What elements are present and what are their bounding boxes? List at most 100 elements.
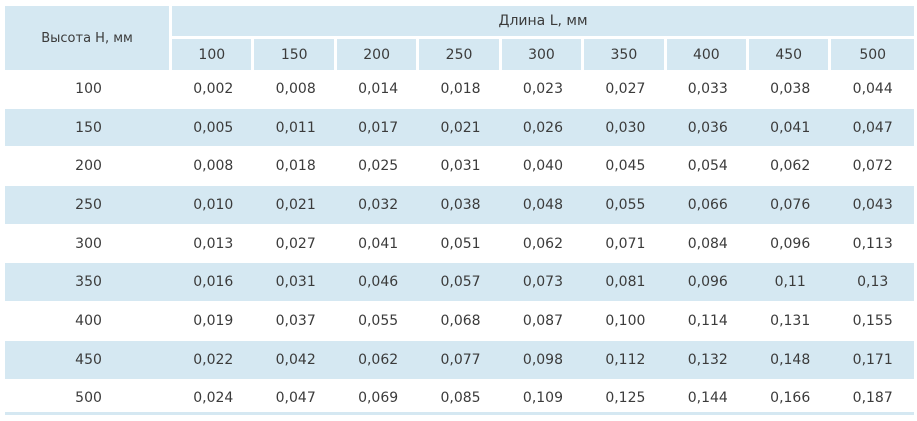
- height-value-cell: 100: [5, 70, 173, 108]
- volume-value-cell: 0,11: [749, 262, 832, 303]
- volume-value-cell: 0,062: [749, 147, 832, 186]
- volume-value-cell: 0,081: [584, 262, 667, 303]
- height-value-cell: 450: [5, 339, 173, 380]
- volume-value-cell: 0,071: [584, 224, 667, 263]
- volume-value-cell: 0,098: [501, 339, 585, 380]
- volume-value-cell: 0,042: [254, 339, 337, 380]
- volume-value-cell: 0,171: [831, 339, 914, 380]
- volume-value-cell: 0,113: [831, 224, 914, 263]
- volume-value-cell: 0,023: [501, 70, 585, 108]
- volume-value-cell: 0,027: [254, 224, 337, 263]
- volume-value-cell: 0,032: [336, 185, 420, 225]
- volume-value-cell: 0,100: [584, 302, 667, 340]
- length-header-cell: 350: [584, 39, 667, 70]
- table-row: 500 0,024 0,047 0,069 0,085 0,109 0,125 0,144 0,…: [5, 379, 914, 418]
- volume-value-cell: 0,021: [254, 185, 337, 225]
- volume-value-cell: 0,022: [172, 339, 255, 380]
- volume-value-cell: 0,031: [254, 262, 337, 303]
- volume-value-cell: 0,066: [666, 185, 750, 225]
- volume-value-cell: 0,041: [749, 107, 832, 148]
- volume-value-cell: 0,131: [749, 302, 832, 340]
- volume-value-cell: 0,072: [831, 147, 914, 186]
- volume-value-cell: 0,047: [254, 379, 337, 418]
- volume-value-cell: 0,011: [254, 107, 337, 148]
- volume-value-cell: 0,018: [254, 147, 337, 186]
- volume-value-cell: 0,036: [666, 107, 750, 148]
- volume-value-cell: 0,045: [584, 147, 667, 186]
- volume-value-cell: 0,027: [584, 70, 667, 108]
- volume-value-cell: 0,096: [666, 262, 750, 303]
- volume-value-cell: 0,033: [666, 70, 750, 108]
- volume-value-cell: 0,087: [501, 302, 585, 340]
- volume-value-cell: 0,054: [666, 147, 750, 186]
- table-row: 300 0,013 0,027 0,041 0,051 0,062 0,071 0,084 0,…: [5, 224, 914, 263]
- volume-value-cell: 0,055: [584, 185, 667, 225]
- table-row: 150 0,005 0,011 0,017 0,021 0,026 0,030 0,036 0,…: [5, 107, 914, 148]
- table-row: 450 0,022 0,042 0,062 0,077 0,098 0,112 0,132 0,…: [5, 339, 914, 380]
- table-row: 350 0,016 0,031 0,046 0,057 0,073 0,081 0,096 0,…: [5, 262, 914, 303]
- volume-value-cell: 0,062: [501, 224, 585, 263]
- height-value-cell: 500: [5, 379, 173, 418]
- volume-value-cell: 0,024: [172, 379, 255, 418]
- volume-value-cell: 0,019: [172, 302, 255, 340]
- length-header-cell: 150: [254, 39, 337, 70]
- volume-value-cell: 0,073: [501, 262, 585, 303]
- length-header-cell: 250: [419, 39, 502, 70]
- height-value-cell: 150: [5, 107, 173, 148]
- volume-value-cell: 0,055: [336, 302, 420, 340]
- volume-value-cell: 0,005: [172, 107, 255, 148]
- volume-value-cell: 0,109: [501, 379, 585, 418]
- volume-value-cell: 0,002: [172, 70, 255, 108]
- length-header-cell: 450: [749, 39, 832, 70]
- volume-value-cell: 0,018: [419, 70, 502, 108]
- volume-value-cell: 0,112: [584, 339, 667, 380]
- volume-value-cell: 0,096: [749, 224, 832, 263]
- volume-value-cell: 0,030: [584, 107, 667, 148]
- height-value-cell: 200: [5, 147, 173, 186]
- volume-value-cell: 0,069: [336, 379, 420, 418]
- volume-value-cell: 0,037: [254, 302, 337, 340]
- volume-value-cell: 0,062: [336, 339, 420, 380]
- length-header-cell: 500: [831, 39, 914, 70]
- volume-value-cell: 0,044: [831, 70, 914, 108]
- table-row: 400 0,019 0,037 0,055 0,068 0,087 0,100 0,114 0,…: [5, 302, 914, 340]
- volume-value-cell: 0,166: [749, 379, 832, 418]
- height-value-cell: 400: [5, 302, 173, 340]
- volume-value-cell: 0,040: [501, 147, 585, 186]
- volume-value-cell: 0,010: [172, 185, 255, 225]
- volume-value-cell: 0,025: [336, 147, 420, 186]
- volume-value-cell: 0,148: [749, 339, 832, 380]
- volume-value-cell: 0,076: [749, 185, 832, 225]
- volume-value-cell: 0,008: [254, 70, 337, 108]
- volume-value-cell: 0,047: [831, 107, 914, 148]
- volume-value-cell: 0,132: [666, 339, 750, 380]
- volume-value-cell: 0,043: [831, 185, 914, 225]
- volume-value-cell: 0,125: [584, 379, 667, 418]
- volume-value-cell: 0,068: [419, 302, 502, 340]
- volume-value-cell: 0,031: [419, 147, 502, 186]
- height-value-cell: 250: [5, 185, 173, 225]
- table-row: 250 0,010 0,021 0,032 0,038 0,048 0,055 0,066 0,…: [5, 185, 914, 225]
- volume-value-cell: 0,187: [831, 379, 914, 418]
- volume-value-cell: 0,077: [419, 339, 502, 380]
- height-value-cell: 300: [5, 224, 173, 263]
- volume-value-cell: 0,016: [172, 262, 255, 303]
- length-group-header: Длина L, мм: [172, 6, 914, 39]
- length-header-cell: 200: [336, 39, 420, 70]
- volume-value-cell: 0,017: [336, 107, 420, 148]
- volume-value-cell: 0,057: [419, 262, 502, 303]
- volume-value-cell: 0,046: [336, 262, 420, 303]
- height-value-cell: 350: [5, 262, 173, 303]
- length-header-cell: 400: [666, 39, 750, 70]
- length-header-cell: 100: [172, 39, 255, 70]
- table-bottom-border: [5, 412, 914, 415]
- volume-value-cell: 0,13: [831, 262, 914, 303]
- volume-value-cell: 0,038: [749, 70, 832, 108]
- volume-value-cell: 0,085: [419, 379, 502, 418]
- volume-value-cell: 0,155: [831, 302, 914, 340]
- volume-value-cell: 0,084: [666, 224, 750, 263]
- volume-value-cell: 0,144: [666, 379, 750, 418]
- length-header-cell: 300: [501, 39, 585, 70]
- volume-value-cell: 0,041: [336, 224, 420, 263]
